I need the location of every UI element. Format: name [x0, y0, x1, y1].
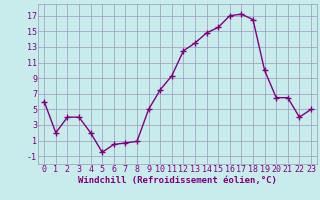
X-axis label: Windchill (Refroidissement éolien,°C): Windchill (Refroidissement éolien,°C)	[78, 176, 277, 185]
